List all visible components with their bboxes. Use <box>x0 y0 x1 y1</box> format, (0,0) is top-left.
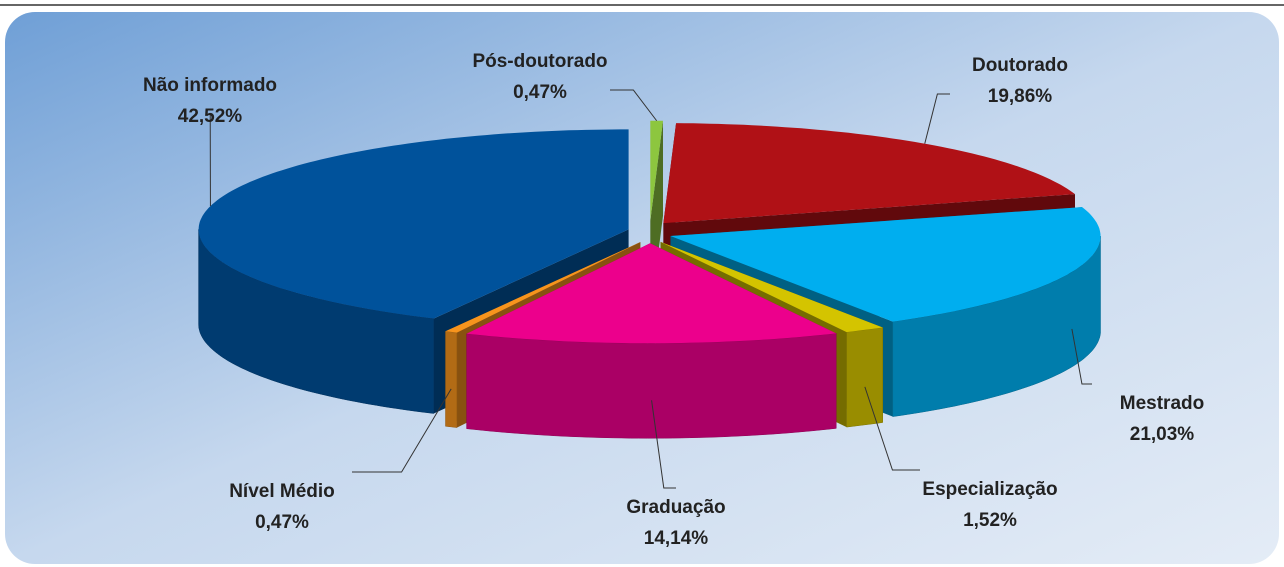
labels: Pós-doutorado 0,47% Doutorado 19,86% Mestrad… <box>143 51 1204 549</box>
category-label: Mestrado <box>1120 393 1204 414</box>
slice <box>445 242 641 333</box>
leader-line <box>352 388 452 473</box>
slice <box>670 207 1101 322</box>
value-label: 42,52% <box>178 106 243 127</box>
category-label: Não informado <box>143 75 277 96</box>
slice-wall <box>445 331 458 428</box>
slice-wall <box>466 333 837 439</box>
value-label: 14,14% <box>644 528 709 549</box>
category-label: Pós-doutorado <box>472 51 607 72</box>
value-label: 21,03% <box>1130 424 1195 445</box>
slice <box>650 120 663 221</box>
slice <box>663 123 1075 224</box>
value-label: 0,47% <box>255 512 309 533</box>
leader-line <box>1071 328 1092 385</box>
category-label: Especialização <box>922 479 1057 500</box>
slice-wall <box>198 229 435 414</box>
category-label: Graduação <box>626 497 725 518</box>
leader-line <box>924 93 950 144</box>
leader-line <box>610 89 658 122</box>
value-label: 19,86% <box>988 86 1053 107</box>
slice <box>198 129 629 319</box>
category-label: Doutorado <box>972 55 1068 76</box>
value-label: 1,52% <box>963 510 1017 531</box>
slice-wall <box>846 327 883 428</box>
slice <box>466 243 837 344</box>
category-label: Nível Médio <box>229 481 335 502</box>
value-label: 0,47% <box>513 82 567 103</box>
tops <box>198 120 1101 344</box>
leader-line <box>864 386 920 471</box>
leader-line <box>651 400 676 489</box>
slice <box>660 241 883 333</box>
